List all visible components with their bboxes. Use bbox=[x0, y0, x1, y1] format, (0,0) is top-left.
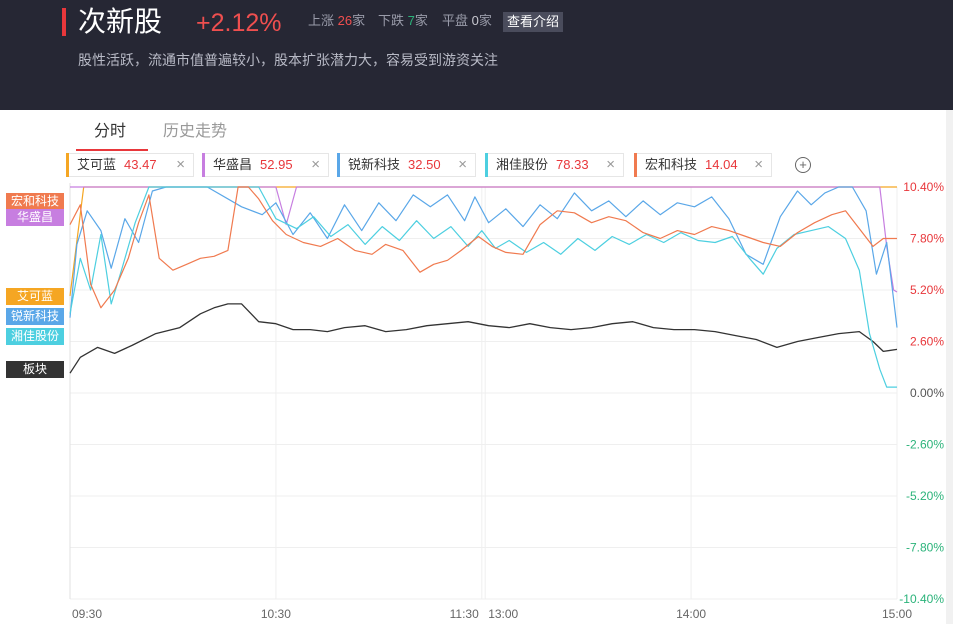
stock-name: 湘佳股份 bbox=[496, 157, 549, 172]
stock-price: 14.04 bbox=[705, 157, 738, 172]
stock-price: 43.47 bbox=[124, 157, 157, 172]
tab-intraday[interactable]: 分时 bbox=[76, 118, 148, 151]
stock-price: 78.33 bbox=[556, 157, 589, 172]
x-tick-label: 10:30 bbox=[261, 607, 291, 621]
down-count-stat: 下跌 7家 bbox=[378, 12, 428, 30]
series-line-锐新科技 bbox=[69, 186, 898, 328]
flat-count: 0 bbox=[471, 13, 479, 28]
up-count-stat: 上涨 26家 bbox=[308, 12, 365, 30]
chip-color-bar bbox=[634, 153, 637, 177]
x-tick-label: 13:00 bbox=[488, 607, 518, 621]
y-tick-label: -10.40% bbox=[899, 592, 944, 606]
add-stock-icon[interactable]: + bbox=[795, 157, 811, 173]
scrollbar[interactable] bbox=[946, 110, 953, 624]
x-tick-label: 14:00 bbox=[676, 607, 706, 621]
chip-color-bar bbox=[337, 153, 340, 177]
close-icon[interactable]: × bbox=[606, 156, 615, 173]
side-label: 板块 bbox=[6, 361, 64, 379]
close-icon[interactable]: × bbox=[458, 156, 467, 173]
intraday-chart[interactable]: 10.40% 7.80% 5.20% 2.60% 0.00% -2.60% -5.20% -7… bbox=[0, 110, 946, 624]
down-label: 下跌 bbox=[378, 13, 405, 28]
series-line-湘佳股份 bbox=[69, 186, 897, 388]
accent-bar bbox=[62, 8, 66, 36]
sector-change: +2.12% bbox=[196, 9, 282, 37]
close-icon[interactable]: × bbox=[176, 156, 185, 173]
stock-name: 华盛昌 bbox=[213, 157, 253, 172]
stock-chip-honghe[interactable]: 宏和科技 14.04 × bbox=[634, 153, 772, 177]
stock-price: 32.50 bbox=[408, 157, 441, 172]
series-line-艾可蓝 bbox=[69, 186, 897, 296]
y-tick-label: -7.80% bbox=[906, 541, 944, 555]
stock-chip-ruixin[interactable]: 锐新科技 32.50 × bbox=[337, 153, 476, 177]
side-label: 艾可蓝 bbox=[6, 287, 64, 305]
y-tick-label: 10.40% bbox=[903, 180, 944, 194]
stock-chip-huashengchang[interactable]: 华盛昌 52.95 × bbox=[202, 153, 329, 177]
down-unit: 家 bbox=[414, 13, 428, 28]
close-icon[interactable]: × bbox=[311, 156, 320, 173]
header: 次新股 +2.12% 上涨 26家 下跌 7家 平盘 0家 查看介绍 股性活跃，… bbox=[0, 0, 953, 110]
y-tick-label: -5.20% bbox=[906, 489, 944, 503]
side-label: 宏和科技 bbox=[6, 192, 64, 210]
side-label: 锐新科技 bbox=[6, 307, 64, 325]
series-line-宏和科技 bbox=[69, 186, 897, 309]
stock-chip-xiangjia[interactable]: 湘佳股份 78.33 × bbox=[485, 153, 624, 177]
y-tick-label: 0.00% bbox=[910, 386, 944, 400]
y-tick-label: 5.20% bbox=[910, 283, 944, 297]
y-tick-label: 7.80% bbox=[910, 232, 944, 246]
chip-color-bar bbox=[66, 153, 69, 177]
down-count: 7 bbox=[407, 13, 415, 28]
chip-color-bar bbox=[202, 153, 205, 177]
stock-price: 52.95 bbox=[260, 157, 293, 172]
flat-label: 平盘 bbox=[442, 13, 469, 28]
up-count: 26 bbox=[337, 13, 353, 28]
tab-history[interactable]: 历史走势 bbox=[163, 123, 228, 140]
x-tick-label: 09:30 bbox=[72, 607, 102, 621]
flat-count-stat: 平盘 0家 bbox=[442, 12, 492, 30]
close-icon[interactable]: × bbox=[754, 156, 763, 173]
side-label: 华盛昌 bbox=[6, 208, 64, 226]
series-line-板块 bbox=[69, 303, 898, 374]
chip-color-bar bbox=[485, 153, 488, 177]
view-intro-button[interactable]: 查看介绍 bbox=[503, 12, 564, 32]
up-label: 上涨 bbox=[308, 13, 335, 28]
stock-name: 宏和科技 bbox=[645, 157, 698, 172]
stock-name: 艾可蓝 bbox=[77, 157, 117, 172]
y-tick-label: 2.60% bbox=[910, 335, 944, 349]
page-title: 次新股 bbox=[78, 6, 163, 37]
y-tick-label: -2.60% bbox=[906, 438, 944, 452]
up-unit: 家 bbox=[352, 13, 366, 28]
x-tick-label: 11:30 bbox=[450, 607, 479, 621]
stock-name: 锐新科技 bbox=[348, 157, 401, 172]
flat-unit: 家 bbox=[478, 13, 492, 28]
side-label: 湘佳股份 bbox=[6, 327, 64, 345]
x-tick-label: 15:00 bbox=[882, 607, 912, 621]
stock-chip-aikelan[interactable]: 艾可蓝 43.47 × bbox=[66, 153, 194, 177]
sector-description: 股性活跃，流通市值普遍较小，股本扩张潜力大，容易受到游资关注 bbox=[78, 52, 498, 68]
